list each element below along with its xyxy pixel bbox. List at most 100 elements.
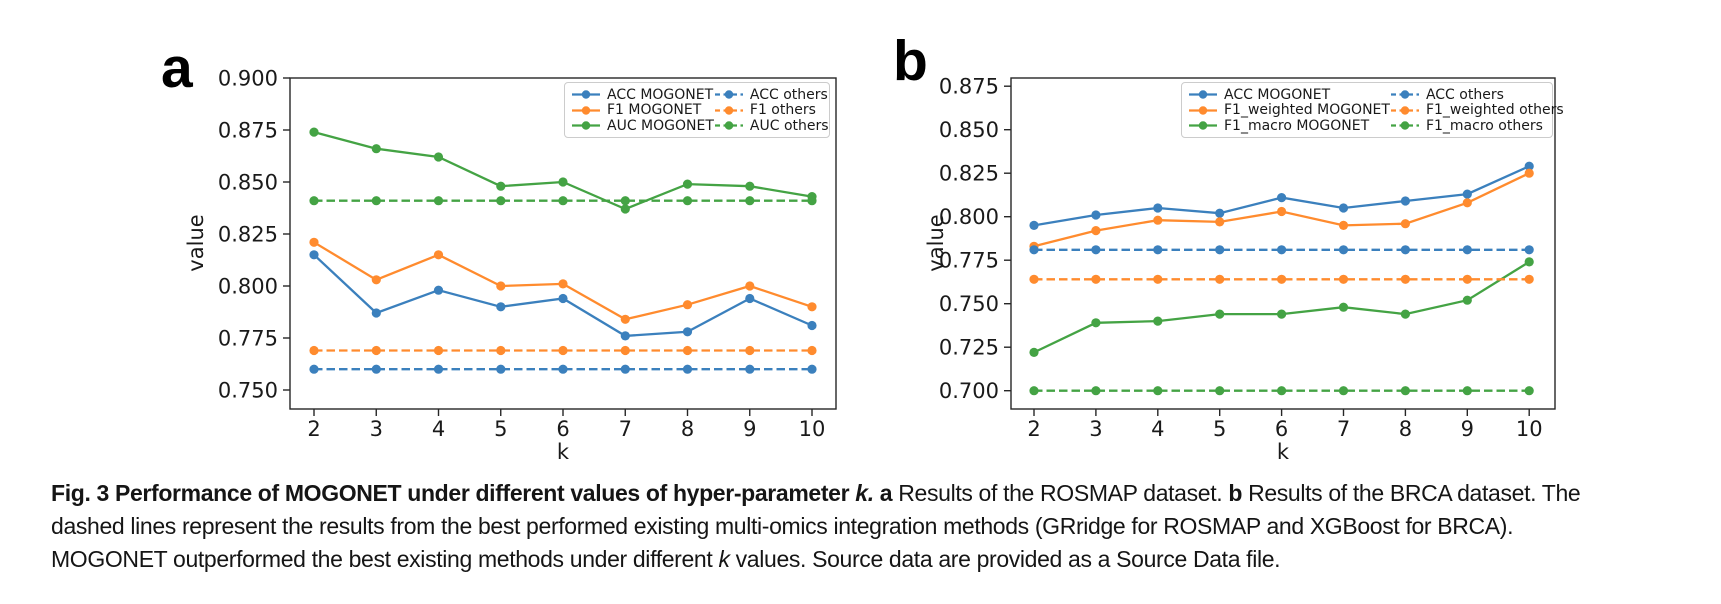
series-point-a-acc-mogonet (433, 285, 444, 295)
x-tick-label-a: 7 (619, 417, 632, 441)
y-tick-label-a: 0.900 (218, 67, 278, 91)
legend-item-auc-mogonet: AUC MOGONET (571, 117, 714, 134)
series-point-b-f1-weighted-others (1091, 274, 1101, 284)
legend-item-acc-others: ACC others (1390, 86, 1564, 103)
series-point-a-f1-mogonet (496, 281, 506, 291)
x-tick-label-a: 10 (799, 417, 826, 441)
legend-marker-solid-icon (1189, 121, 1217, 130)
series-point-a-acc-others (620, 364, 630, 374)
series-point-a-f1-mogonet (433, 250, 444, 260)
series-point-b-f1-macro-others (1215, 386, 1225, 396)
series-point-b-f1-weighted-mogonet (1524, 168, 1534, 178)
series-point-a-acc-mogonet (807, 320, 817, 331)
series-point-a-f1-others (371, 345, 381, 356)
series-point-a-auc-mogonet (682, 179, 693, 189)
series-point-b-acc-others (1524, 245, 1534, 255)
series-point-b-f1-macro-mogonet (1153, 316, 1163, 326)
series-point-a-f1-mogonet (745, 281, 755, 291)
y-tick-label-b: 0.850 (939, 118, 999, 142)
caption-segment: Results of the BRCA dataset. The (1242, 480, 1581, 506)
legend-marker-dashed-icon (714, 105, 743, 115)
series-point-b-acc-mogonet (1338, 203, 1349, 213)
legend-marker-solid-icon (572, 90, 600, 99)
y-tick-label-a: 0.875 (218, 119, 278, 143)
legend-item-f1-weighted-mogonet: F1_weighted MOGONET (1188, 102, 1390, 118)
series-point-a-auc-mogonet (371, 144, 381, 154)
legend-marker-solid-icon (572, 105, 600, 115)
caption-line: Fig. 3 Performance of MOGONET under diff… (51, 477, 1699, 510)
legend-marker-dashed-icon (714, 90, 743, 99)
series-point-b-f1-weighted-others (1524, 274, 1534, 284)
legend-label: AUC others (749, 117, 829, 134)
x-tick-label-a: 3 (370, 417, 383, 441)
panel-label-a: a (161, 36, 193, 100)
series-point-b-acc-mogonet (1462, 189, 1472, 199)
legend-label: F1 others (749, 102, 816, 118)
series-point-b-f1-macro-others (1400, 386, 1410, 396)
caption-segment: k. (855, 480, 874, 506)
series-point-a-acc-others (558, 364, 568, 374)
y-tick-label-a: 0.825 (218, 223, 278, 247)
series-point-a-auc-others (371, 196, 381, 206)
series-point-a-auc-others (682, 196, 693, 206)
series-point-b-f1-weighted-mogonet (1091, 226, 1101, 236)
series-point-b-f1-weighted-others (1215, 274, 1225, 284)
series-point-b-f1-macro-others (1091, 386, 1101, 396)
series-point-b-f1-macro-others (1029, 386, 1039, 396)
series-point-b-f1-macro-mogonet (1215, 309, 1225, 319)
legend-column: ACC MOGONET F1_weighted MOGONET F1_macro M… (1188, 87, 1390, 134)
x-tick-label-b: 8 (1399, 417, 1412, 441)
series-point-b-f1-weighted-others (1029, 274, 1039, 284)
series-point-a-auc-others (620, 196, 630, 206)
x-tick-label-a: 5 (494, 417, 507, 441)
series-point-a-acc-mogonet (496, 302, 506, 312)
legend-label: ACC others (749, 86, 828, 103)
legend-label: AUC MOGONET (607, 117, 714, 134)
legend-item-acc-mogonet: ACC MOGONET (571, 86, 714, 103)
series-point-a-auc-mogonet (745, 181, 755, 191)
series-point-b-acc-others (1091, 245, 1101, 255)
caption-segment: b (1228, 480, 1243, 506)
legend-column: ACC others F1_weighted others F1_macro oth… (1390, 86, 1564, 134)
x-tick-label-b: 9 (1461, 417, 1474, 441)
series-point-a-acc-others (496, 364, 506, 374)
series-point-a-f1-others (682, 345, 693, 356)
legend-label: F1_macro MOGONET (1224, 117, 1370, 134)
series-point-b-f1-macro-others (1462, 386, 1472, 396)
x-tick-label-b: 3 (1089, 417, 1102, 441)
series-point-a-acc-mogonet (745, 293, 755, 304)
series-point-a-acc-others (433, 364, 444, 374)
x-tick-label-a: 6 (556, 417, 569, 441)
legend-column: ACC others F1 others AUC others (714, 86, 829, 134)
series-point-b-f1-macro-mogonet (1029, 347, 1039, 357)
series-point-a-f1-mogonet (682, 300, 693, 310)
series-point-b-f1-macro-mogonet (1462, 295, 1472, 305)
x-tick-label-b: 5 (1213, 417, 1226, 441)
series-point-a-auc-mogonet (433, 152, 444, 162)
series-point-a-f1-others (807, 345, 817, 356)
legend-a: ACC MOGONET F1 MOGONET AUC MOGONET ACC othe… (564, 82, 830, 138)
y-axis-label-a: value (184, 214, 208, 272)
series-point-b-acc-others (1462, 245, 1472, 255)
series-point-a-acc-mogonet (309, 250, 319, 260)
legend-label: ACC others (1425, 86, 1504, 103)
x-tick-label-a: 2 (307, 417, 320, 441)
caption-segment: a (879, 480, 893, 506)
legend-item-f1-macro-mogonet: F1_macro MOGONET (1188, 117, 1390, 134)
series-point-b-f1-macro-mogonet (1277, 309, 1287, 319)
series-point-a-auc-mogonet (496, 181, 506, 191)
legend-label: ACC MOGONET (607, 86, 714, 103)
series-point-a-auc-others (309, 196, 319, 206)
series-point-a-f1-mogonet (309, 237, 319, 247)
legend-label: F1_weighted MOGONET (1224, 102, 1390, 118)
y-tick-label-b: 0.875 (939, 75, 999, 99)
x-tick-label-a: 4 (432, 417, 445, 441)
series-point-a-acc-mogonet (558, 293, 568, 304)
legend-marker-solid-icon (572, 121, 600, 130)
legend-marker-dashed-icon (1390, 121, 1419, 130)
series-point-a-f1-others (309, 345, 319, 356)
caption-line: dashed lines represent the results from … (51, 510, 1699, 543)
series-point-a-acc-others (682, 364, 693, 374)
legend-item-acc-mogonet: ACC MOGONET (1188, 87, 1390, 103)
series-point-a-acc-others (745, 364, 755, 374)
